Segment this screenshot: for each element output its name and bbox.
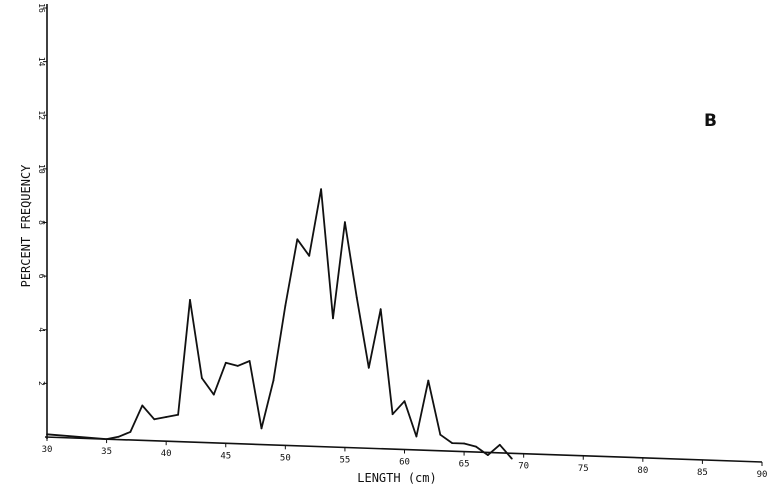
x-tick-label: 90	[757, 470, 768, 480]
data-point	[236, 365, 239, 367]
y-tick-label: 16	[37, 3, 46, 13]
x-tick-label: 40	[161, 449, 172, 459]
y-axis-title: PERCENT FREQUENCY	[19, 164, 33, 288]
data-point	[510, 457, 513, 460]
data-point	[141, 404, 144, 407]
data-point	[367, 366, 370, 369]
x-tick-label: 75	[578, 464, 589, 474]
y-tick-label: 6	[37, 274, 46, 279]
data-point	[439, 433, 442, 436]
x-tick-label: 30	[42, 445, 53, 455]
series-line-0	[46, 188, 513, 460]
x-tick-label: 80	[637, 466, 648, 476]
data-point	[129, 431, 132, 433]
y-tick-label: 4	[37, 327, 46, 332]
x-tick-label: 35	[101, 447, 112, 457]
data-point	[296, 238, 299, 241]
x-tick-label: 60	[399, 458, 410, 468]
data-point	[224, 361, 227, 364]
x-tick-label: 65	[459, 460, 470, 470]
y-tick-label: 2	[37, 381, 46, 386]
data-point	[344, 221, 346, 224]
data-point	[475, 445, 477, 448]
data-point	[153, 418, 156, 421]
data-point	[46, 433, 48, 436]
data-point	[105, 438, 108, 440]
x-tick-label: 70	[518, 462, 529, 472]
data-point	[248, 360, 251, 362]
x-tick-label: 45	[220, 451, 231, 461]
y-tick-label: 14	[37, 57, 46, 67]
data-point	[487, 454, 489, 456]
data-point	[272, 379, 275, 382]
panel-letter: B	[704, 111, 717, 131]
x-tick-label: 85	[697, 468, 708, 478]
data-point	[427, 379, 430, 382]
data-point	[332, 317, 334, 320]
data-point	[451, 442, 454, 444]
plot-area: 30 35 40 45 50 55 60 65 70 75 80 85 90 2 4 6 8 10 12 14 16	[37, 3, 767, 480]
y-tick-label: 8	[37, 220, 46, 225]
y-tick-label: 10	[37, 164, 46, 174]
data-point	[284, 305, 287, 307]
data-point	[415, 435, 418, 438]
data-point	[379, 308, 382, 311]
data-point	[165, 416, 168, 418]
x-tick-label: 55	[339, 455, 350, 465]
data-point	[189, 299, 191, 301]
data-point	[201, 377, 203, 379]
data-point	[320, 188, 322, 191]
data-point	[463, 442, 465, 445]
data-point	[498, 443, 501, 446]
data-point	[308, 254, 311, 257]
data-point	[177, 413, 180, 416]
x-tick-label: 50	[280, 453, 291, 463]
data-point	[403, 400, 406, 403]
data-point	[212, 393, 215, 396]
data-point	[391, 413, 394, 416]
data-point	[117, 435, 120, 438]
data-point	[260, 427, 263, 430]
x-axis-title: LENGTH (cm)	[357, 471, 436, 485]
y-tick-label: 12	[37, 110, 46, 120]
data-point	[355, 296, 358, 299]
